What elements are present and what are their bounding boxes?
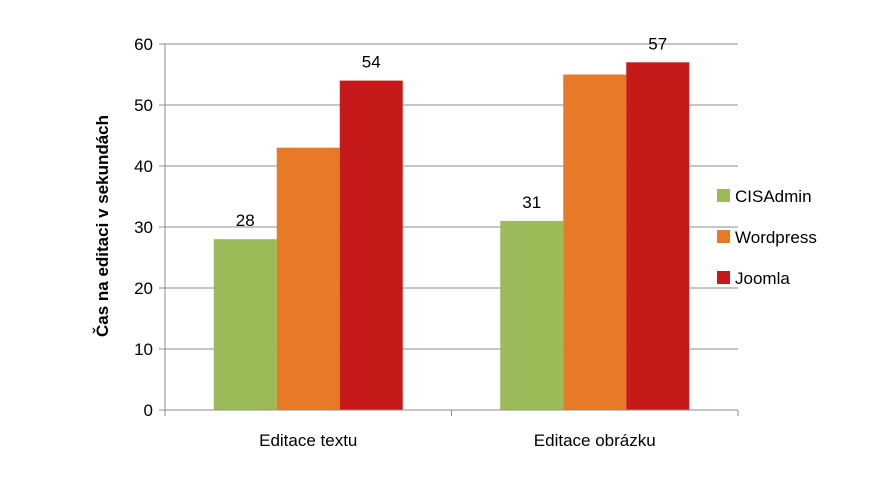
y-tick-labels: 0 10 20 30 40 50 60 <box>134 35 153 420</box>
data-labels: 28 54 31 57 <box>236 34 667 230</box>
x-category-label: Editace obrázku <box>534 431 656 450</box>
bar-joomla-0 <box>339 80 403 410</box>
legend-label-cisadmin: CISAdmin <box>735 187 812 206</box>
legend-label-joomla: Joomla <box>735 269 790 288</box>
legend-swatch-joomla <box>717 271 730 284</box>
y-tick-label: 50 <box>134 96 153 115</box>
legend-swatch-cisadmin <box>717 189 730 202</box>
data-label-joomla-1: 57 <box>648 34 667 53</box>
y-tick-label: 20 <box>134 279 153 298</box>
y-tick-label: 60 <box>134 35 153 54</box>
y-tick-label: 40 <box>134 157 153 176</box>
legend-swatch-wordpress <box>717 230 730 243</box>
y-axis-label: Čas na editaci v sekundách <box>93 115 112 337</box>
y-tick-label: 30 <box>134 218 153 237</box>
data-label-cisadmin-0: 28 <box>236 211 255 230</box>
data-label-cisadmin-1: 31 <box>522 193 541 212</box>
bar-wordpress-1 <box>563 74 627 410</box>
x-category-labels: Editace textu Editace obrázku <box>259 431 656 450</box>
bars <box>213 62 690 411</box>
axes <box>159 43 739 416</box>
legend-label-wordpress: Wordpress <box>735 228 817 247</box>
y-tick-label: 10 <box>134 340 153 359</box>
legend: CISAdmin Wordpress Joomla <box>717 187 817 288</box>
bar-cisadmin-0 <box>213 239 277 410</box>
bar-joomla-1 <box>626 62 690 411</box>
y-tick-label: 0 <box>144 401 153 420</box>
data-label-joomla-0: 54 <box>362 53 381 72</box>
bar-wordpress-0 <box>276 147 340 410</box>
bar-cisadmin-1 <box>500 220 564 410</box>
x-category-label: Editace textu <box>259 431 357 450</box>
